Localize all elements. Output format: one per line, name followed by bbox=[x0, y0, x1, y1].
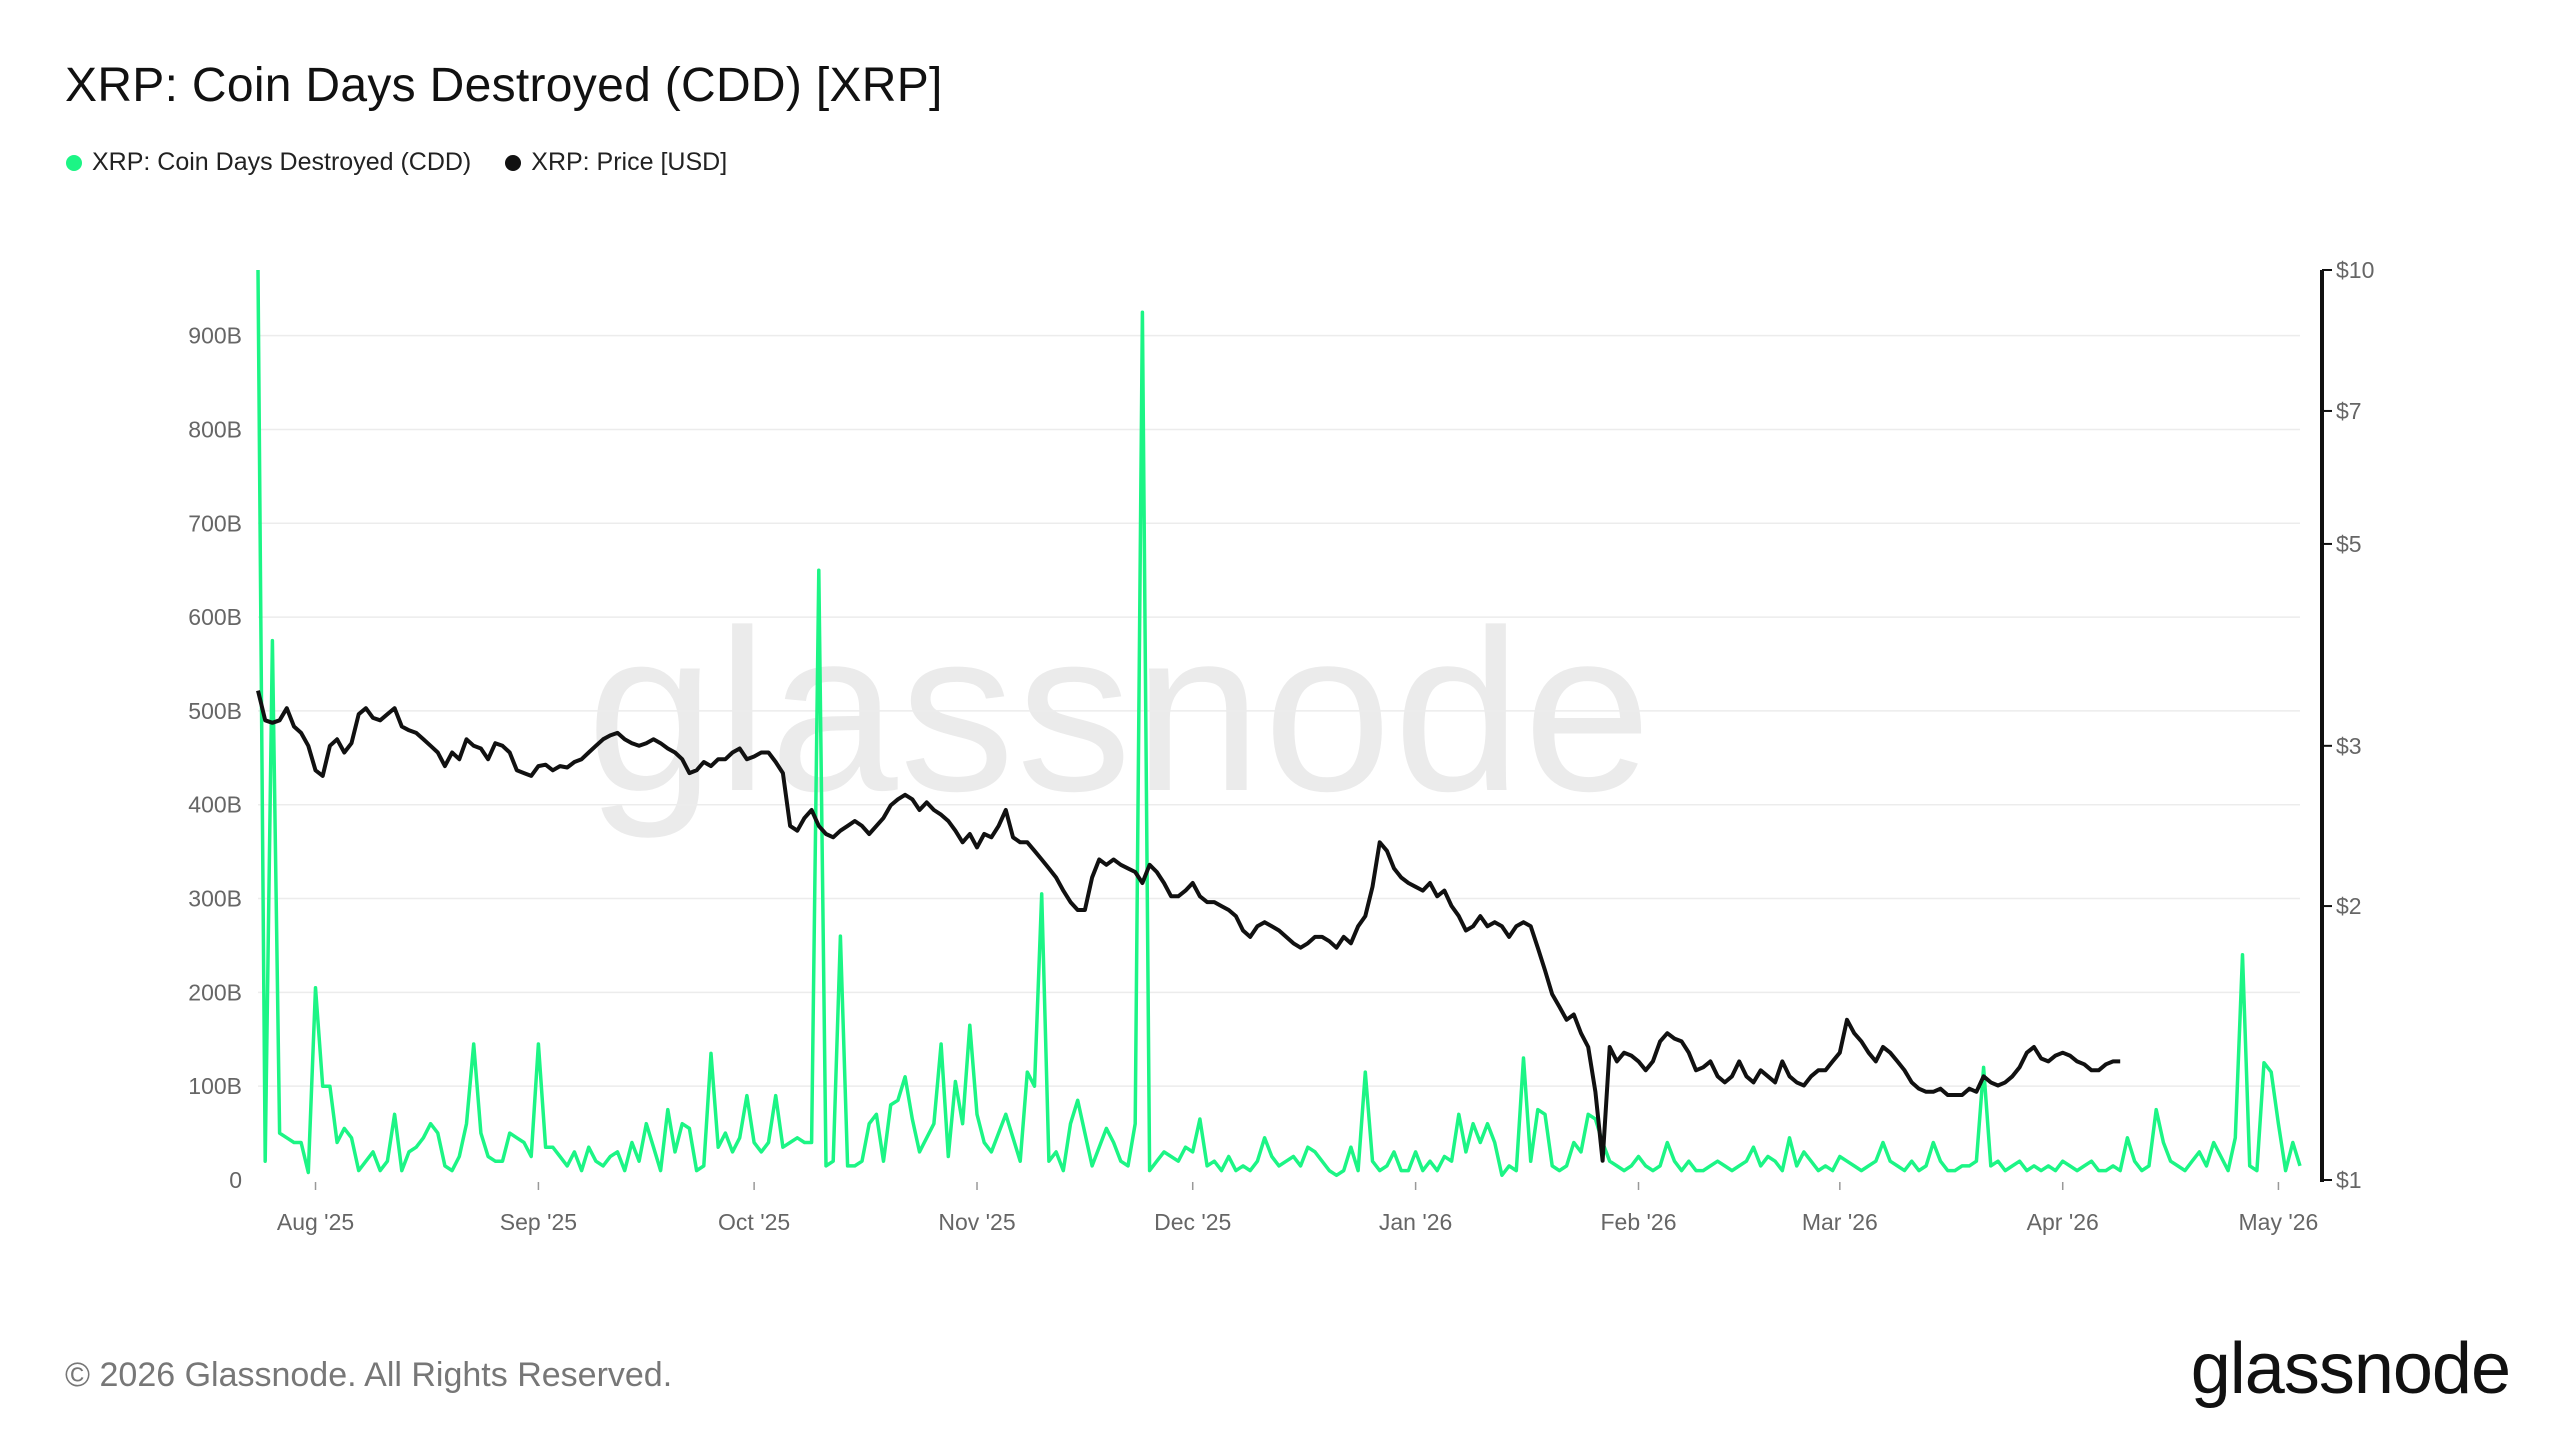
y-right-tick-label: $3 bbox=[2336, 733, 2362, 759]
x-tick-label: Sep '25 bbox=[500, 1209, 577, 1235]
y-right-tick-label: $7 bbox=[2336, 398, 2362, 424]
cdd-series-line bbox=[256, 269, 2302, 1178]
chart-title: XRP: Coin Days Destroyed (CDD) [XRP] bbox=[65, 59, 943, 112]
y-tick-label: 800B bbox=[188, 416, 242, 442]
legend-swatch-price bbox=[505, 154, 522, 171]
brand-logo: glassnode bbox=[2190, 1329, 2511, 1409]
x-tick-label: May '26 bbox=[2239, 1209, 2319, 1235]
y-tick-label: 700B bbox=[188, 510, 242, 536]
legend: XRP: Coin Days Destroyed (CDD) XRP: Pric… bbox=[66, 148, 727, 177]
price-series-line bbox=[256, 690, 2121, 1163]
y-tick-label: 500B bbox=[188, 698, 242, 724]
y-right-tick-label: $5 bbox=[2336, 531, 2362, 557]
grid bbox=[258, 334, 2300, 1087]
legend-label-price: XRP: Price [USD] bbox=[531, 148, 728, 176]
legend-item-cdd[interactable]: XRP: Coin Days Destroyed (CDD) bbox=[66, 148, 471, 177]
x-tick-label: Apr '26 bbox=[2027, 1209, 2099, 1235]
x-tick-label: Feb '26 bbox=[1601, 1209, 1677, 1235]
x-tick-label: Mar '26 bbox=[1802, 1209, 1878, 1235]
x-tick-label: Nov '25 bbox=[938, 1209, 1015, 1235]
y-tick-label: 0 bbox=[229, 1167, 242, 1193]
y-right-tick-label: $10 bbox=[2336, 257, 2374, 283]
copyright-footer: © 2026 Glassnode. All Rights Reserved. bbox=[65, 1356, 673, 1394]
y-tick-label: 100B bbox=[188, 1073, 242, 1099]
y-tick-label: 200B bbox=[188, 979, 242, 1005]
left-axis: 0 100B 200B 300B 400B 500B 600B 700B 800B 900B bbox=[188, 323, 242, 1193]
x-tick-label: Oct '25 bbox=[718, 1209, 790, 1235]
y-right-tick-label: $1 bbox=[2336, 1167, 2362, 1193]
y-tick-label: 900B bbox=[188, 323, 242, 349]
series-layer bbox=[256, 269, 2302, 1178]
y-right-tick-label: $2 bbox=[2336, 893, 2362, 919]
y-tick-label: 400B bbox=[188, 792, 242, 818]
legend-item-price[interactable]: XRP: Price [USD] bbox=[505, 148, 727, 177]
x-tick-label: Aug '25 bbox=[277, 1209, 354, 1235]
y-tick-label: 600B bbox=[188, 604, 242, 630]
y-tick-label: 300B bbox=[188, 886, 242, 912]
x-axis: Aug '25 Sep '25 Oct '25 Nov '25 Dec '25 Jan '… bbox=[277, 1182, 2318, 1235]
legend-label-cdd: XRP: Coin Days Destroyed (CDD) bbox=[92, 148, 472, 176]
x-tick-label: Dec '25 bbox=[1154, 1209, 1231, 1235]
right-axis: $1 $2 $3 $5 $7 $10 bbox=[2320, 257, 2374, 1193]
x-tick-label: Jan '26 bbox=[1379, 1209, 1452, 1235]
legend-swatch-cdd bbox=[66, 154, 82, 171]
